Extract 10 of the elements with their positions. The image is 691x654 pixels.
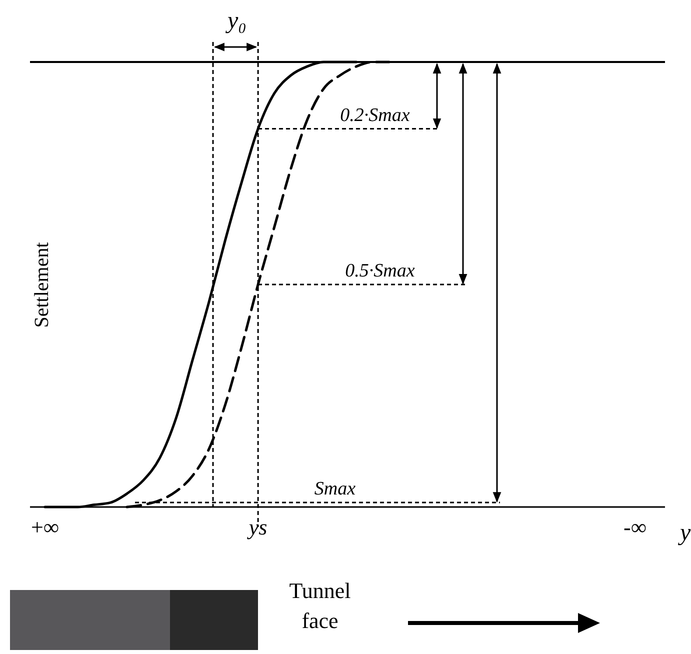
x-tick-label: ys (246, 514, 268, 540)
ref-line-label: Smax (314, 478, 356, 500)
y-axis-title: Settlement (31, 242, 53, 328)
ref-line-label: 0.5·Smax (345, 260, 416, 282)
x-tick-label: -∞ (623, 514, 647, 540)
ref-line-label: 0.2·Smax (340, 104, 410, 126)
text: Tunnel face (289, 578, 351, 633)
x-axis-title: y (678, 520, 691, 546)
x-tick-label: +∞ (30, 514, 60, 540)
text: y₀ (226, 8, 246, 34)
